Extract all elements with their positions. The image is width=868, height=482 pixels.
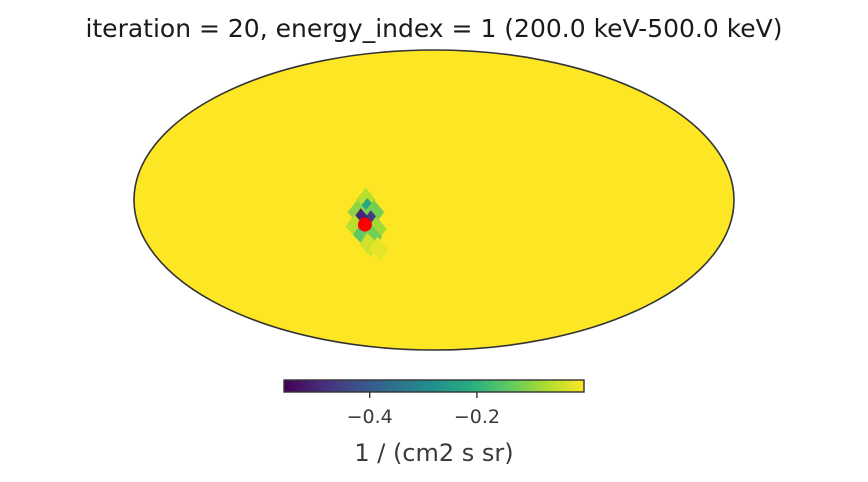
sky-pixel-12 [369,236,389,261]
source-marker [357,217,372,232]
source-marker-layer [357,217,372,232]
sky-map-outline [133,49,735,351]
sky-pixel-3 [364,200,385,225]
chart-title: iteration = 20, energy_index = 1 (200.0 … [85,14,782,43]
sky-map-background [134,50,734,350]
sky-pixel-7 [366,216,387,241]
colorbar-ticks: −0.4 −0.2 [347,392,500,428]
colorbar: −0.4 −0.2 1 / (cm2 s sr) [283,379,585,467]
colorbar-gradient [283,379,585,393]
colorbar-label: 1 / (cm2 s sr) [354,439,513,467]
colorbar-tick-label: −0.2 [454,406,500,428]
colorbar-tick-label: −0.4 [347,406,393,428]
